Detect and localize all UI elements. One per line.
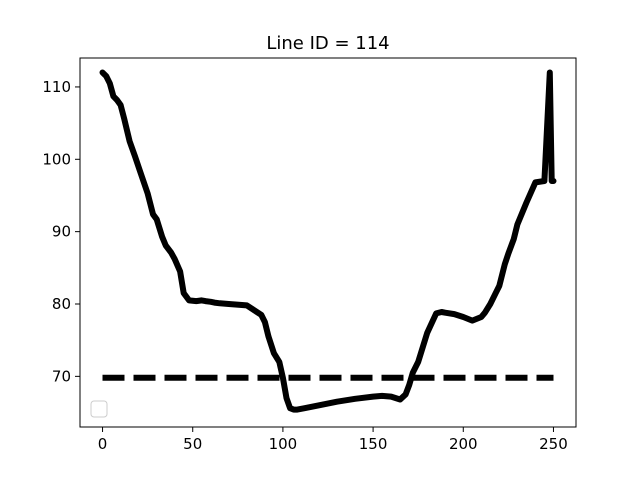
x-tick-label: 250 xyxy=(539,435,568,453)
y-tick-label: 70 xyxy=(52,367,71,385)
y-tick-label: 100 xyxy=(42,150,71,168)
y-tick-label: 80 xyxy=(52,295,71,313)
x-tick-label: 0 xyxy=(98,435,108,453)
chart-title: Line ID = 114 xyxy=(266,33,389,54)
y-tick-label: 90 xyxy=(52,223,71,241)
y-tick-label: 110 xyxy=(42,78,71,96)
x-tick-label: 100 xyxy=(269,435,298,453)
x-tick-label: 200 xyxy=(449,435,478,453)
legend-box xyxy=(90,400,108,418)
x-tick-label: 50 xyxy=(183,435,202,453)
x-tick-label: 150 xyxy=(359,435,388,453)
x-axis: 0 50 100 150 200 250 xyxy=(98,427,568,453)
y-axis: 70 80 90 100 110 xyxy=(42,78,80,385)
series-line-solid xyxy=(99,69,557,413)
plot-frame xyxy=(79,57,577,428)
series-layer xyxy=(99,69,557,413)
